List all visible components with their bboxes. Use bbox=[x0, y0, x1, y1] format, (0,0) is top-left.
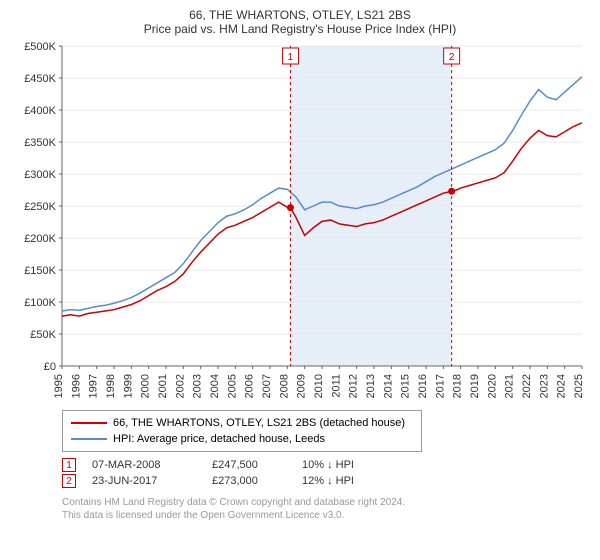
legend-label: HPI: Average price, detached house, Leed… bbox=[113, 433, 325, 445]
svg-text:2012: 2012 bbox=[348, 374, 360, 398]
svg-text:2: 2 bbox=[449, 52, 455, 63]
svg-text:2006: 2006 bbox=[244, 374, 256, 398]
svg-text:2017: 2017 bbox=[434, 374, 446, 398]
svg-text:2008: 2008 bbox=[278, 374, 290, 398]
svg-text:2000: 2000 bbox=[140, 374, 152, 398]
svg-text:1996: 1996 bbox=[70, 374, 82, 398]
svg-text:2005: 2005 bbox=[226, 374, 238, 398]
svg-text:1999: 1999 bbox=[122, 374, 134, 398]
svg-text:2019: 2019 bbox=[469, 374, 481, 398]
sale-date: 07-MAR-2008 bbox=[92, 459, 212, 471]
svg-text:2018: 2018 bbox=[452, 374, 464, 398]
legend-swatch bbox=[71, 422, 107, 424]
svg-text:2011: 2011 bbox=[330, 374, 342, 398]
chart-subtitle: Price paid vs. HM Land Registry's House … bbox=[12, 22, 588, 36]
sales-table: 1 07-MAR-2008£247,50010% ↓ HPI 2 23-JUN-201… bbox=[12, 458, 588, 488]
svg-text:1995: 1995 bbox=[53, 374, 65, 398]
svg-text:1998: 1998 bbox=[105, 374, 117, 398]
attribution-line: This data is licensed under the Open Gov… bbox=[62, 509, 588, 522]
svg-text:£450K: £450K bbox=[24, 73, 56, 85]
svg-text:2004: 2004 bbox=[209, 374, 221, 398]
svg-text:2013: 2013 bbox=[365, 374, 377, 398]
svg-text:£250K: £250K bbox=[24, 201, 56, 213]
svg-text:2001: 2001 bbox=[157, 374, 169, 398]
svg-text:2020: 2020 bbox=[486, 374, 498, 398]
sale-pct-vs-hpi: 10% ↓ HPI bbox=[302, 459, 392, 471]
svg-text:2002: 2002 bbox=[174, 374, 186, 398]
sale-price: £247,500 bbox=[212, 459, 302, 471]
svg-text:£50K: £50K bbox=[30, 329, 56, 341]
sale-date: 23-JUN-2017 bbox=[92, 475, 212, 487]
chart-plot-area: £0 £50K £100K £150K £200K £250K £300K £350K £400… bbox=[12, 42, 588, 402]
sale-marker-icon: 2 bbox=[62, 474, 76, 488]
svg-text:£0: £0 bbox=[44, 361, 56, 373]
svg-text:2009: 2009 bbox=[296, 374, 308, 398]
svg-text:2010: 2010 bbox=[313, 374, 325, 398]
svg-text:£300K: £300K bbox=[24, 169, 56, 181]
sale-marker-icon: 1 bbox=[62, 458, 76, 472]
svg-text:2025: 2025 bbox=[573, 374, 585, 398]
svg-text:£350K: £350K bbox=[24, 137, 56, 149]
svg-text:2007: 2007 bbox=[261, 374, 273, 398]
svg-text:2023: 2023 bbox=[538, 374, 550, 398]
sale-pct-vs-hpi: 12% ↓ HPI bbox=[302, 475, 392, 487]
sale-row: 1 07-MAR-2008£247,50010% ↓ HPI bbox=[62, 458, 588, 472]
svg-text:2016: 2016 bbox=[417, 374, 429, 398]
svg-text:£150K: £150K bbox=[24, 265, 56, 277]
sale-price: £273,000 bbox=[212, 475, 302, 487]
svg-text:2003: 2003 bbox=[192, 374, 204, 398]
svg-text:2015: 2015 bbox=[400, 374, 412, 398]
attribution-line: Contains HM Land Registry data © Crown c… bbox=[62, 496, 588, 509]
legend-swatch bbox=[71, 438, 107, 440]
chart-container: 66, THE WHARTONS, OTLEY, LS21 2BS Price … bbox=[0, 0, 600, 560]
chart-title: 66, THE WHARTONS, OTLEY, LS21 2BS bbox=[12, 8, 588, 22]
svg-text:£200K: £200K bbox=[24, 233, 56, 245]
legend-item: HPI: Average price, detached house, Leed… bbox=[71, 431, 413, 447]
svg-text:2024: 2024 bbox=[556, 374, 568, 398]
svg-text:£400K: £400K bbox=[24, 105, 56, 117]
svg-text:1997: 1997 bbox=[88, 374, 100, 398]
legend-label: 66, THE WHARTONS, OTLEY, LS21 2BS (detac… bbox=[113, 417, 405, 429]
svg-text:£100K: £100K bbox=[24, 297, 56, 309]
legend-item: 66, THE WHARTONS, OTLEY, LS21 2BS (detac… bbox=[71, 415, 413, 431]
svg-text:£500K: £500K bbox=[24, 42, 56, 53]
svg-text:2022: 2022 bbox=[521, 374, 533, 398]
line-chart-svg: £0 £50K £100K £150K £200K £250K £300K £350K £400… bbox=[12, 42, 588, 402]
svg-text:2021: 2021 bbox=[504, 374, 516, 398]
legend: 66, THE WHARTONS, OTLEY, LS21 2BS (detac… bbox=[62, 410, 422, 452]
attribution: Contains HM Land Registry data © Crown c… bbox=[62, 496, 588, 522]
svg-text:1: 1 bbox=[288, 52, 294, 63]
sale-row: 2 23-JUN-2017£273,00012% ↓ HPI bbox=[62, 474, 588, 488]
svg-text:2014: 2014 bbox=[382, 374, 394, 398]
